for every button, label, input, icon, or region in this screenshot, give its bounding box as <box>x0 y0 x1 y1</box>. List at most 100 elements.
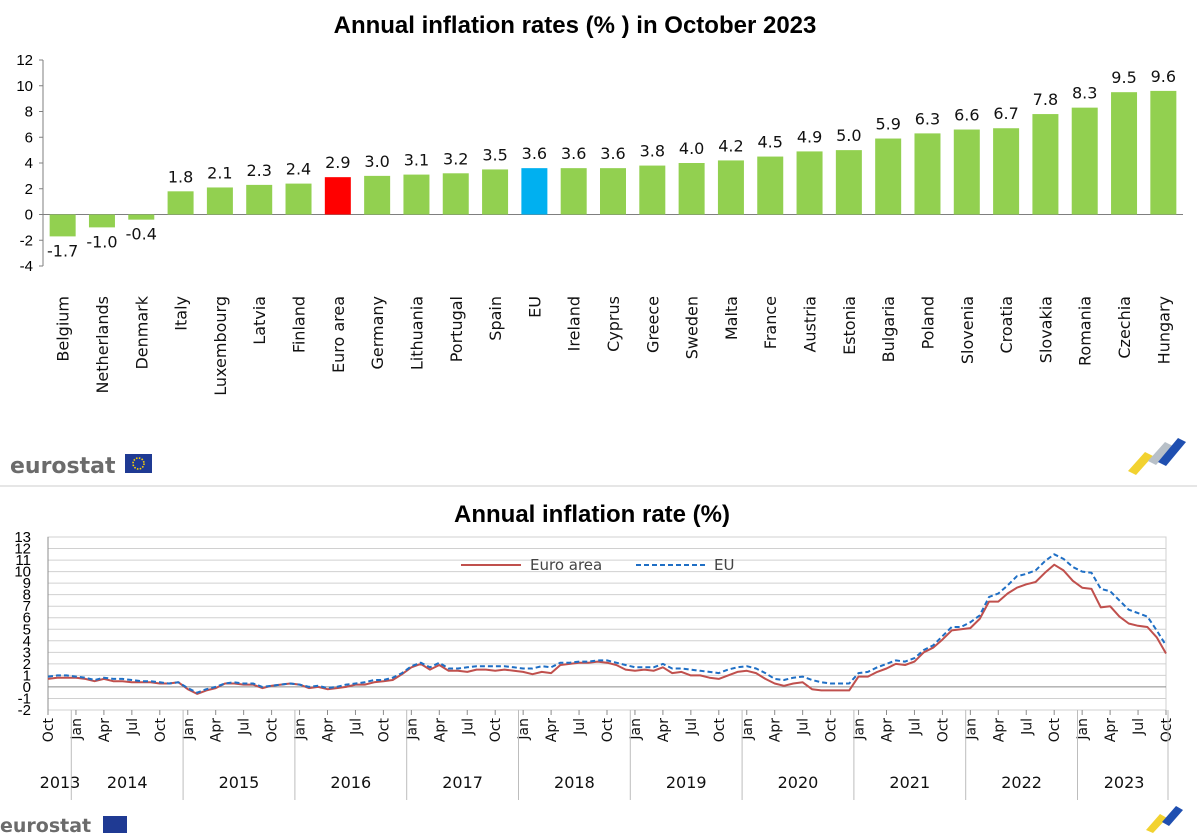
category-label: Austria <box>801 296 820 353</box>
category-label: Malta <box>722 296 741 340</box>
y-tick-label: 2 <box>23 656 31 673</box>
bar-value-label: 4.5 <box>758 133 783 152</box>
x-year-label: 2013 <box>40 773 81 792</box>
category-label: Bulgaria <box>879 296 898 362</box>
category-label: Poland <box>918 296 937 349</box>
bar-value-label: 5.0 <box>836 126 861 145</box>
category-label: Hungary <box>1154 296 1173 364</box>
legend-eu-label: EU <box>714 556 734 574</box>
bar-value-label: 6.3 <box>915 109 940 128</box>
y-tick-label: -1 <box>18 690 31 707</box>
bar-lithuania <box>403 174 430 215</box>
x-month-label: Jan <box>963 718 979 741</box>
x-month-label: Jan <box>181 718 197 741</box>
x-month-label: Jan <box>404 718 420 741</box>
category-label: Croatia <box>997 296 1016 354</box>
bar-value-label: 4.2 <box>718 136 743 155</box>
category-label: Latvia <box>250 296 269 345</box>
bar-sweden <box>678 163 705 215</box>
bar-value-label: 3.6 <box>561 144 586 163</box>
x-month-label: Jul <box>1131 718 1147 736</box>
bar-value-label: 7.8 <box>1033 90 1058 109</box>
y-tick-label: 3 <box>23 644 31 661</box>
category-label: Italy <box>172 296 191 331</box>
y-tick-label: 8 <box>25 104 33 121</box>
chart-divider <box>0 485 1197 487</box>
x-month-label: Oct <box>153 718 169 743</box>
x-month-label: Oct <box>41 718 57 743</box>
category-label: Romania <box>1076 296 1095 366</box>
bar-croatia <box>993 128 1020 215</box>
category-label: Lithuania <box>407 296 426 370</box>
eu-flag-icon <box>103 816 127 833</box>
y-tick-label: 11 <box>15 552 31 569</box>
x-month-label: Oct <box>712 718 728 743</box>
y-tick-label: 12 <box>14 541 31 558</box>
x-month-label: Oct <box>488 718 504 743</box>
bar-value-label: -1.7 <box>47 241 78 260</box>
x-year-label: 2022 <box>1001 773 1042 792</box>
bar-value-label: 5.9 <box>875 115 900 134</box>
category-label: Spain <box>486 296 505 341</box>
bar-chart-title: Annual inflation rates (% ) in October 2… <box>334 12 817 39</box>
x-year-label: 2018 <box>554 773 595 792</box>
bar-value-label: 6.6 <box>954 106 979 125</box>
bar-greece <box>639 165 666 215</box>
line-chart-series <box>47 553 1167 695</box>
category-label: Euro area <box>329 296 348 373</box>
y-tick-label: -2 <box>18 702 31 719</box>
category-label: Germany <box>368 296 387 370</box>
bar-poland <box>914 133 941 215</box>
bar-slovenia <box>953 129 980 215</box>
y-tick-label: 4 <box>23 633 31 650</box>
x-month-label: Jan <box>740 718 756 741</box>
eurostat-wordmark-bottom: eurostat <box>0 815 91 833</box>
eurostat-wordmark-top: eurostat <box>10 454 116 479</box>
plot-frame <box>47 536 1167 711</box>
bar-hungary <box>1150 90 1177 215</box>
x-month-label: Jan <box>293 718 309 741</box>
y-tick-label: 4 <box>25 155 33 172</box>
bar-value-label: 2.4 <box>286 160 311 179</box>
x-month-label: Apr <box>544 718 560 742</box>
bar-finland <box>285 183 312 215</box>
bar-spain <box>482 169 509 215</box>
category-label: EU <box>525 296 544 318</box>
euro-area-line <box>47 563 1167 695</box>
bar-value-label: 6.7 <box>993 104 1018 123</box>
x-month-label: Jul <box>572 718 588 736</box>
bar-portugal <box>442 173 469 215</box>
bar-value-label: 3.6 <box>522 144 547 163</box>
y-tick-label: 6 <box>23 610 31 627</box>
y-tick-label: 10 <box>16 78 33 95</box>
bar-value-label: 4.9 <box>797 127 822 146</box>
x-month-label: Oct <box>600 718 616 743</box>
x-month-label: Apr <box>768 718 784 742</box>
legend-euro-area-label: Euro area <box>530 556 602 574</box>
y-tick-label: -4 <box>20 258 33 275</box>
category-label: Portugal <box>447 296 466 362</box>
bar-netherlands <box>88 214 115 228</box>
category-label: Czechia <box>1115 296 1134 359</box>
x-year-label: 2014 <box>107 773 148 792</box>
x-month-label: Jan <box>1075 718 1091 741</box>
x-month-label: Jul <box>684 718 700 736</box>
y-tick-label: 7 <box>23 598 31 615</box>
bar-france <box>757 156 784 215</box>
bar-austria <box>796 151 823 215</box>
category-label: Estonia <box>840 296 859 355</box>
bar-value-label: 8.3 <box>1072 84 1097 103</box>
bar-value-label: 1.8 <box>168 167 193 186</box>
x-year-label: 2015 <box>219 773 260 792</box>
y-tick-label: 10 <box>14 564 31 581</box>
x-year-label: 2020 <box>778 773 819 792</box>
x-year-label: 2021 <box>889 773 930 792</box>
bar-bulgaria <box>875 138 902 215</box>
x-month-label: Apr <box>209 718 225 742</box>
category-label: Sweden <box>683 296 702 359</box>
line-chart-grid <box>47 536 1167 711</box>
x-month-label: Jul <box>460 718 476 736</box>
bar-czechia <box>1111 92 1138 215</box>
bar-cyprus <box>600 168 626 215</box>
